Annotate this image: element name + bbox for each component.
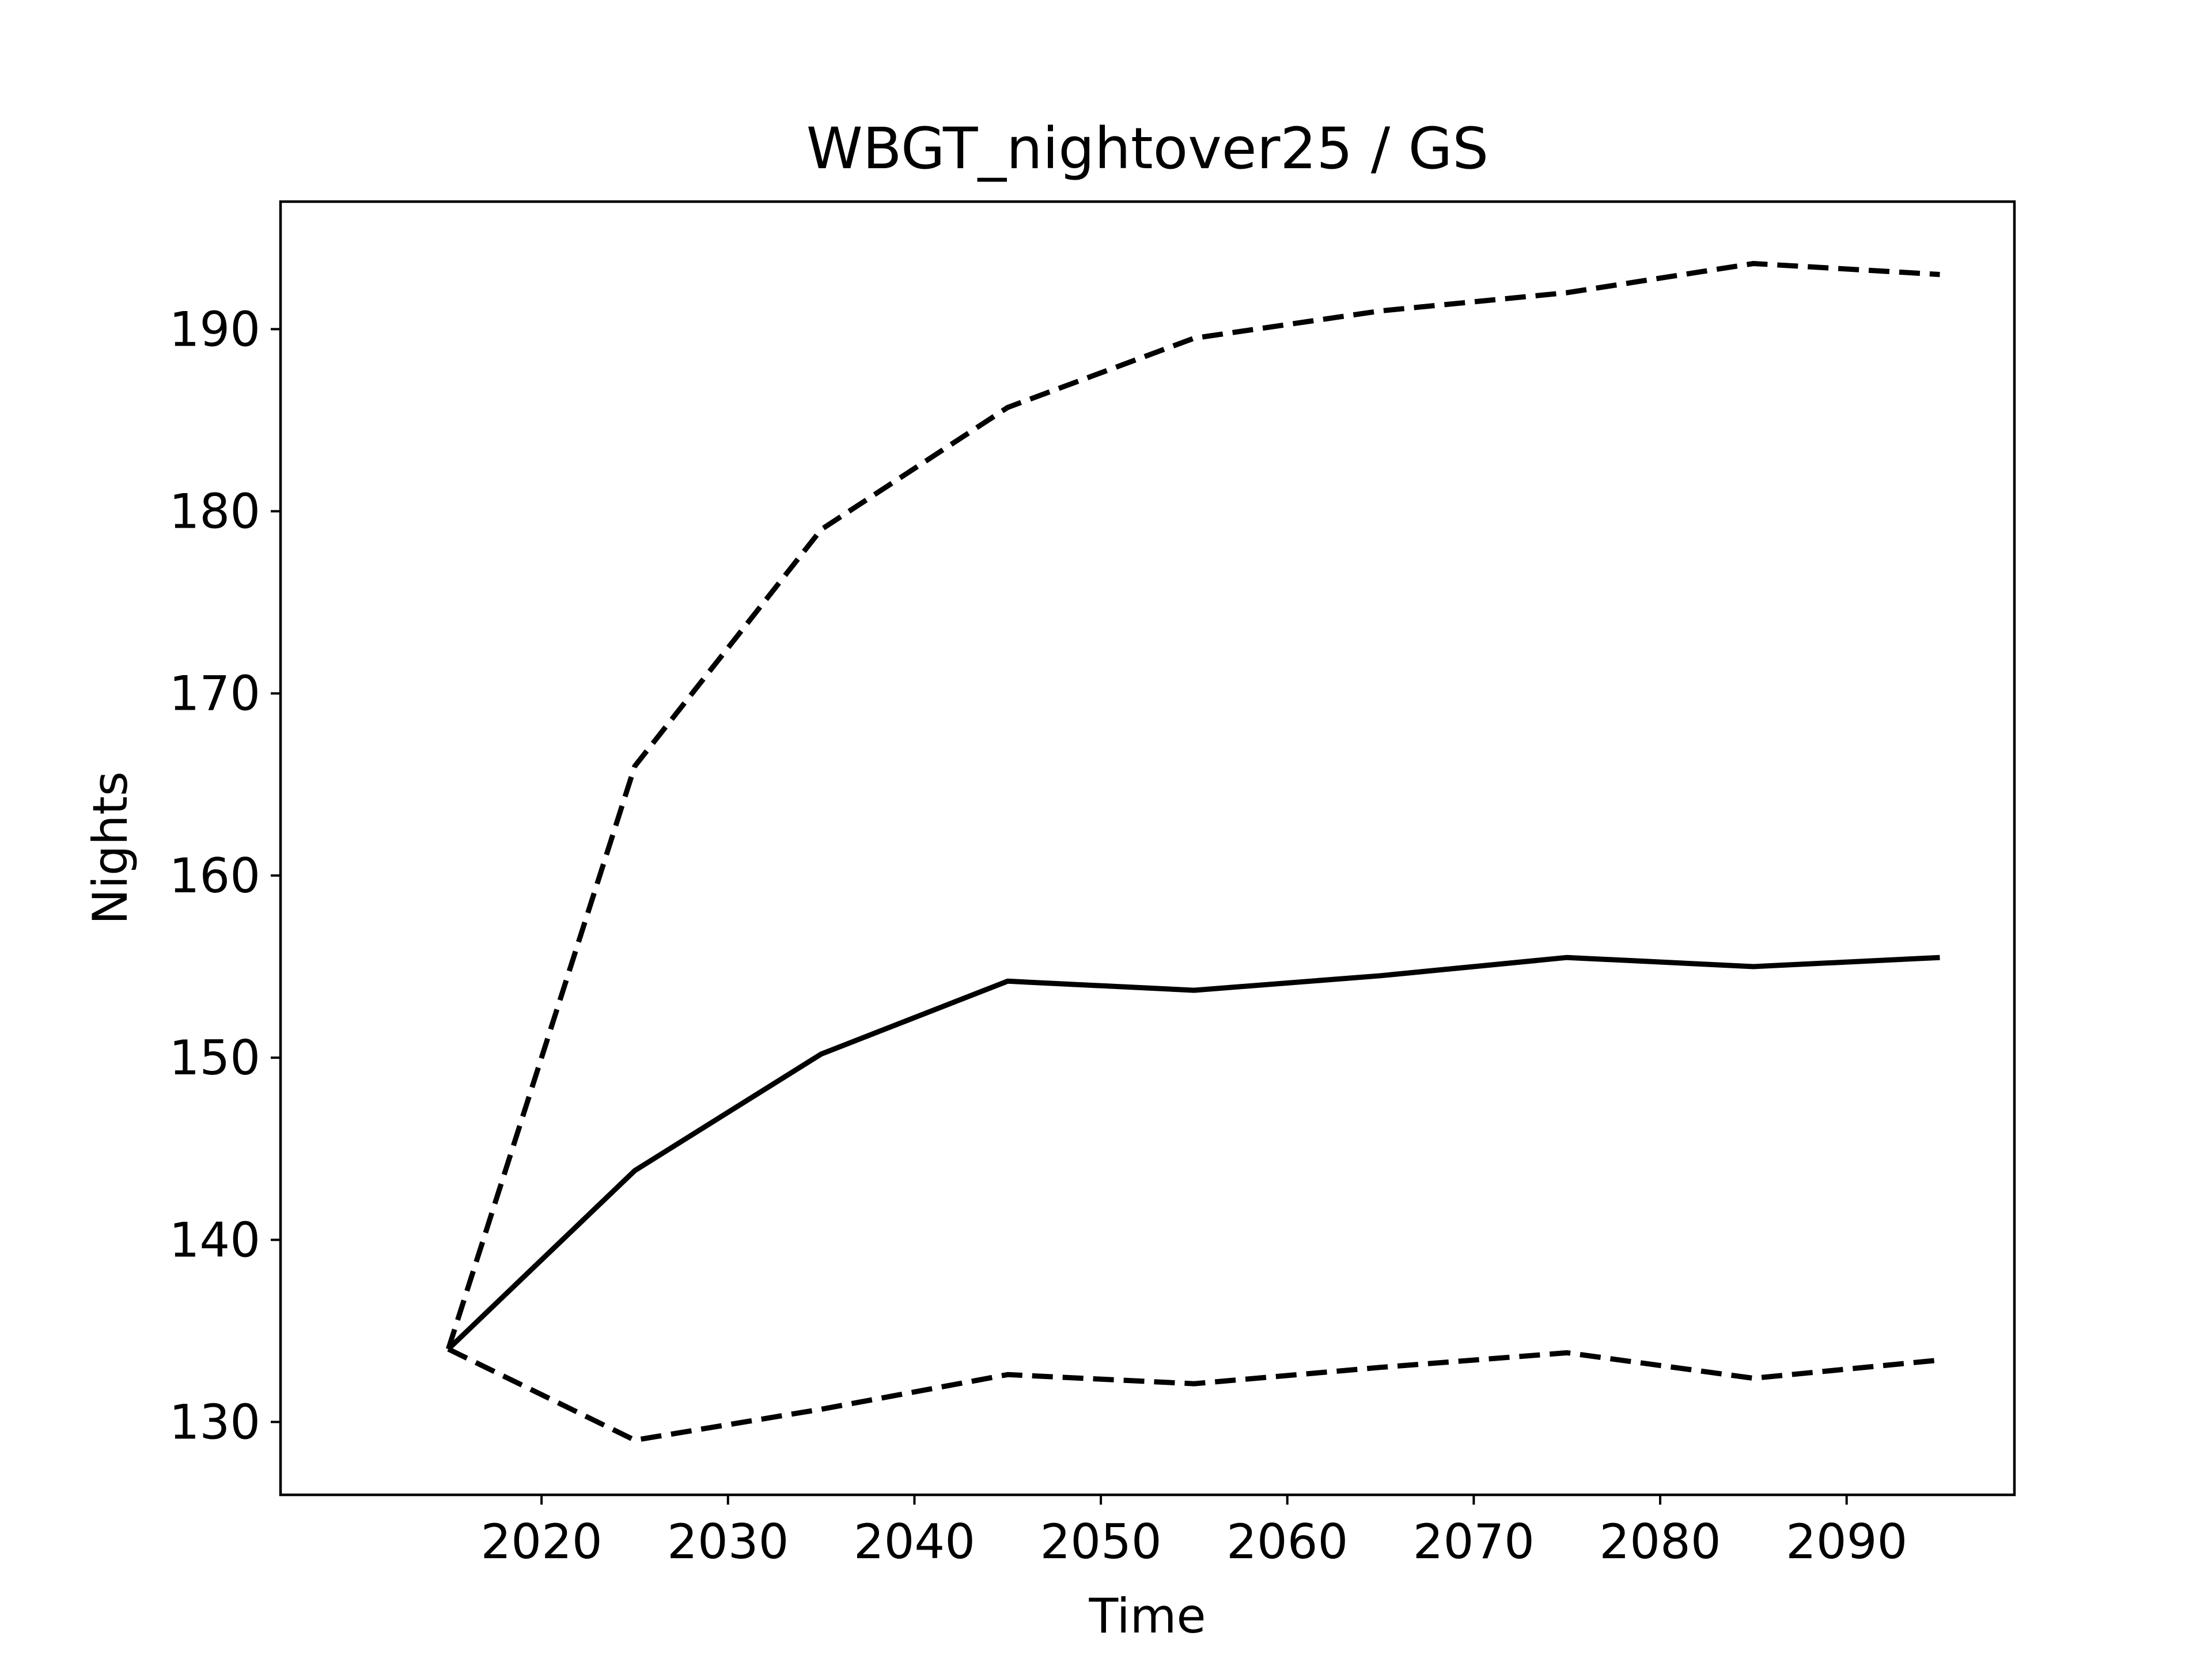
y-tick-label: 130 (169, 1395, 260, 1450)
x-tick-label: 2030 (667, 1514, 789, 1570)
x-axis-ticks: 2020 2030 2040 2050 2060 2070 2080 2090 (481, 1495, 1907, 1570)
x-tick-label: 2090 (1786, 1514, 1907, 1570)
series-line-1 (446, 261, 1940, 1350)
series-layer (446, 261, 1940, 1443)
y-tick-label: 150 (169, 1030, 260, 1086)
y-tick-label: 190 (169, 301, 260, 357)
series-line-3 (447, 1346, 1940, 1443)
chart-title: WBGT_nightover25 / GS (806, 116, 1488, 182)
x-tick-label: 2070 (1413, 1514, 1535, 1570)
y-axis-label: Nights (82, 771, 138, 925)
x-tick-label: 2040 (854, 1514, 975, 1570)
plot-area-frame (279, 200, 2016, 1497)
y-tick-label: 140 (169, 1212, 260, 1268)
series-line-2 (446, 955, 1940, 1351)
y-axis-ticks: 130 140 150 160 170 180 190 (169, 301, 281, 1450)
y-tick-label: 170 (169, 666, 260, 722)
x-tick-label: 2020 (481, 1514, 603, 1570)
y-tick-label: 180 (169, 484, 260, 540)
x-tick-label: 2060 (1226, 1514, 1348, 1570)
x-tick-label: 2050 (1040, 1514, 1161, 1570)
x-tick-label: 2080 (1599, 1514, 1721, 1570)
x-axis-label: Time (1088, 1588, 1206, 1644)
y-tick-label: 160 (169, 848, 260, 904)
